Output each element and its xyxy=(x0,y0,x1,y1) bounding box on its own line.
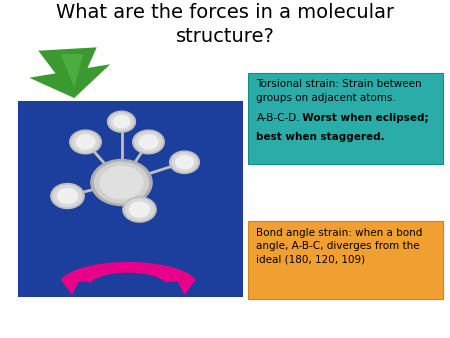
Circle shape xyxy=(76,135,95,149)
Circle shape xyxy=(139,135,158,149)
Polygon shape xyxy=(29,64,110,98)
Text: Bond angle strain: when a bond
angle, A-B-C, diverges from the
ideal (180, 120, : Bond angle strain: when a bond angle, A-… xyxy=(256,228,423,265)
Circle shape xyxy=(123,197,156,222)
Circle shape xyxy=(176,155,194,169)
Circle shape xyxy=(72,132,99,152)
Text: Worst when eclipsed;: Worst when eclipsed; xyxy=(295,113,428,123)
Circle shape xyxy=(70,130,101,154)
Polygon shape xyxy=(61,271,84,295)
Circle shape xyxy=(113,116,130,128)
Text: What are the forces in a molecular
structure?: What are the forces in a molecular struc… xyxy=(56,3,394,46)
Circle shape xyxy=(51,184,84,209)
Polygon shape xyxy=(38,47,97,98)
Circle shape xyxy=(91,160,152,206)
FancyBboxPatch shape xyxy=(248,73,443,164)
Text: Torsional strain: Strain between
groups on adjacent atoms.: Torsional strain: Strain between groups … xyxy=(256,79,422,103)
Circle shape xyxy=(125,199,154,220)
Circle shape xyxy=(133,130,164,154)
Text: best when staggered.: best when staggered. xyxy=(256,132,385,143)
FancyBboxPatch shape xyxy=(18,101,243,297)
Polygon shape xyxy=(61,262,196,283)
Polygon shape xyxy=(172,271,196,295)
Circle shape xyxy=(100,166,143,199)
FancyBboxPatch shape xyxy=(248,221,443,299)
Circle shape xyxy=(135,132,162,152)
Circle shape xyxy=(130,202,149,217)
Circle shape xyxy=(110,113,133,130)
Circle shape xyxy=(108,111,135,132)
Polygon shape xyxy=(61,54,83,88)
Circle shape xyxy=(58,189,77,203)
Text: A-B-C-D.: A-B-C-D. xyxy=(256,113,300,123)
Circle shape xyxy=(53,185,82,207)
Circle shape xyxy=(94,162,148,203)
Circle shape xyxy=(170,151,199,173)
Circle shape xyxy=(172,153,197,172)
